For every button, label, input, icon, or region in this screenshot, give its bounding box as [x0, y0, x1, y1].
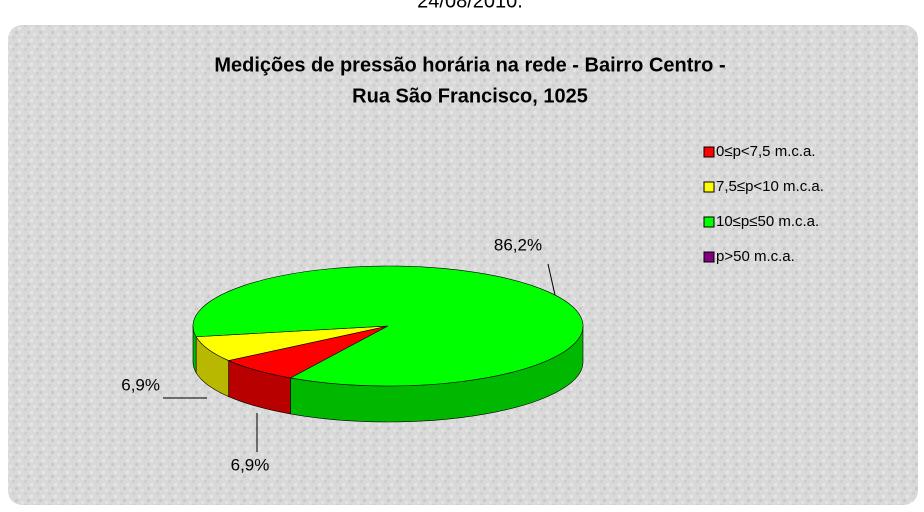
chart-title: Medições de pressão horária na rede - Ba… [214, 54, 725, 76]
legend-swatch [703, 216, 715, 228]
chart-title: Rua São Francisco, 1025 [352, 85, 588, 107]
legend: 0≤p<7,5 m.c.a. 7,5≤p<10 m.c.a. 10≤p≤50 m.c… [703, 143, 824, 265]
legend-swatch [703, 251, 715, 263]
legend-label: 0≤p<7,5 m.c.a. [716, 143, 816, 160]
data-label: 86,2% [494, 235, 542, 254]
pie-slice [192, 265, 584, 387]
leader-line [547, 263, 556, 296]
data-label: 6,9% [231, 455, 270, 474]
data-label: 6,9% [121, 375, 160, 394]
legend-swatch [703, 181, 715, 193]
legend-label: 7,5≤p<10 m.c.a. [716, 178, 824, 195]
date-caption: 24/08/2010. [417, 0, 523, 12]
legend-label: p>50 m.c.a. [716, 248, 795, 265]
pie: 6,9% 6,9% 86,2% [121, 235, 584, 474]
legend-swatch [703, 146, 715, 158]
legend-label: 10≤p≤50 m.c.a. [716, 213, 819, 230]
